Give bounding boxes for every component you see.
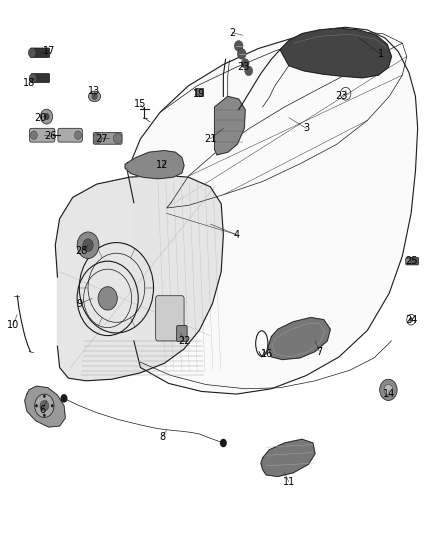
Circle shape xyxy=(237,49,246,59)
Polygon shape xyxy=(268,318,330,360)
Circle shape xyxy=(74,131,81,140)
FancyBboxPatch shape xyxy=(177,326,187,342)
Text: 8: 8 xyxy=(159,432,165,442)
Circle shape xyxy=(380,379,397,400)
FancyBboxPatch shape xyxy=(93,133,122,144)
Text: 25: 25 xyxy=(405,256,417,266)
Text: 24: 24 xyxy=(405,314,417,325)
Circle shape xyxy=(220,439,227,447)
FancyBboxPatch shape xyxy=(195,88,203,96)
Polygon shape xyxy=(125,151,184,179)
Text: 11: 11 xyxy=(283,477,295,487)
FancyBboxPatch shape xyxy=(155,296,184,341)
Circle shape xyxy=(83,239,93,252)
Text: 27: 27 xyxy=(95,134,107,144)
Circle shape xyxy=(40,109,53,124)
Circle shape xyxy=(410,318,413,322)
Polygon shape xyxy=(127,27,418,394)
Circle shape xyxy=(406,258,411,264)
FancyBboxPatch shape xyxy=(30,48,49,58)
Circle shape xyxy=(51,404,53,407)
Circle shape xyxy=(35,394,54,417)
Ellipse shape xyxy=(88,91,101,102)
Circle shape xyxy=(43,414,46,417)
Text: 10: 10 xyxy=(7,320,19,330)
Text: 28: 28 xyxy=(75,246,88,255)
Circle shape xyxy=(44,114,49,120)
FancyBboxPatch shape xyxy=(58,128,82,142)
Circle shape xyxy=(98,287,117,310)
Circle shape xyxy=(35,404,38,407)
Text: 1: 1 xyxy=(378,49,384,59)
Text: 19: 19 xyxy=(193,88,205,99)
Circle shape xyxy=(245,66,253,76)
Text: 9: 9 xyxy=(76,298,82,309)
Polygon shape xyxy=(215,96,245,155)
Circle shape xyxy=(77,232,99,259)
Text: 16: 16 xyxy=(261,349,273,359)
Text: 6: 6 xyxy=(39,405,45,415)
Text: 23: 23 xyxy=(237,62,249,72)
Text: 14: 14 xyxy=(383,389,396,399)
Circle shape xyxy=(93,133,102,144)
Text: 12: 12 xyxy=(156,160,169,171)
Text: 21: 21 xyxy=(204,134,216,144)
Circle shape xyxy=(234,41,243,51)
Text: 15: 15 xyxy=(134,99,147,109)
Circle shape xyxy=(384,384,393,395)
Circle shape xyxy=(92,93,97,100)
Circle shape xyxy=(40,400,49,411)
FancyBboxPatch shape xyxy=(406,257,419,265)
Text: 4: 4 xyxy=(233,230,240,240)
Text: 17: 17 xyxy=(42,46,55,56)
Polygon shape xyxy=(280,28,392,78)
Circle shape xyxy=(29,74,37,83)
Polygon shape xyxy=(25,386,65,427)
Text: 18: 18 xyxy=(23,78,35,88)
Circle shape xyxy=(113,133,122,144)
Text: 20: 20 xyxy=(34,112,46,123)
Circle shape xyxy=(60,394,67,402)
Polygon shape xyxy=(261,439,315,477)
Polygon shape xyxy=(55,175,223,381)
Circle shape xyxy=(43,394,46,398)
Text: 22: 22 xyxy=(178,336,191,346)
Circle shape xyxy=(241,59,249,68)
Circle shape xyxy=(30,131,37,140)
Circle shape xyxy=(28,48,36,58)
Text: 13: 13 xyxy=(88,86,101,96)
Text: 7: 7 xyxy=(316,346,322,357)
Text: 3: 3 xyxy=(303,123,309,133)
FancyBboxPatch shape xyxy=(29,128,55,142)
Text: 23: 23 xyxy=(335,91,347,101)
FancyBboxPatch shape xyxy=(31,74,49,83)
Text: 26: 26 xyxy=(45,131,57,141)
Text: 2: 2 xyxy=(229,28,235,38)
